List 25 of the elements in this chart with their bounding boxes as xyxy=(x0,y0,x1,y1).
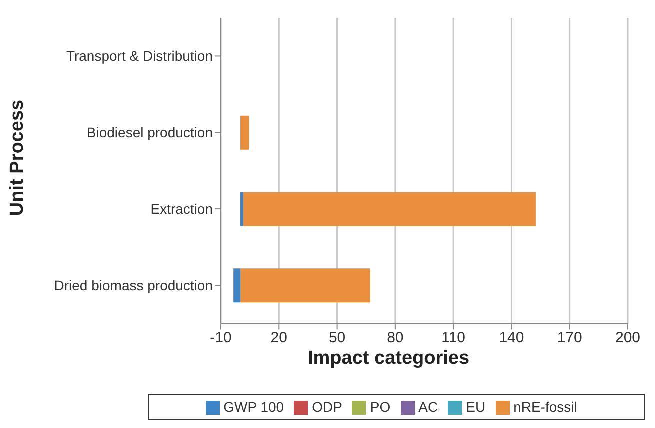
legend-label: PO xyxy=(370,398,391,415)
y-tick-label: Extraction xyxy=(150,201,213,218)
y-tick-label: Dried biomass production xyxy=(54,277,213,294)
y-axis-title: Unit Process xyxy=(7,100,29,216)
x-tick-label: 200 xyxy=(615,329,641,346)
x-tick-label: 50 xyxy=(328,329,346,346)
bar xyxy=(234,268,240,303)
x-tick-label: 140 xyxy=(499,329,524,346)
legend-label: ODP xyxy=(312,398,342,415)
bar xyxy=(240,268,370,303)
x-tick-label: 170 xyxy=(557,329,582,346)
x-axis-title: Impact categories xyxy=(308,348,470,370)
bar xyxy=(240,192,244,226)
y-tick-label: Transport & Distribution xyxy=(66,48,213,64)
legend-label: nRE-fossil xyxy=(514,398,578,415)
x-tick-label: -10 xyxy=(210,329,232,346)
legend-label: EU xyxy=(466,398,486,415)
y-tick-label: Biodiesel production xyxy=(86,124,213,141)
x-tick-label: 80 xyxy=(387,329,404,346)
x-tick-label: 20 xyxy=(270,329,288,346)
bar xyxy=(240,116,250,150)
bar xyxy=(243,192,536,226)
x-tick-label: 110 xyxy=(442,329,466,346)
legend-label: AC xyxy=(418,398,438,415)
legend-label: GWP 100 xyxy=(224,398,284,415)
